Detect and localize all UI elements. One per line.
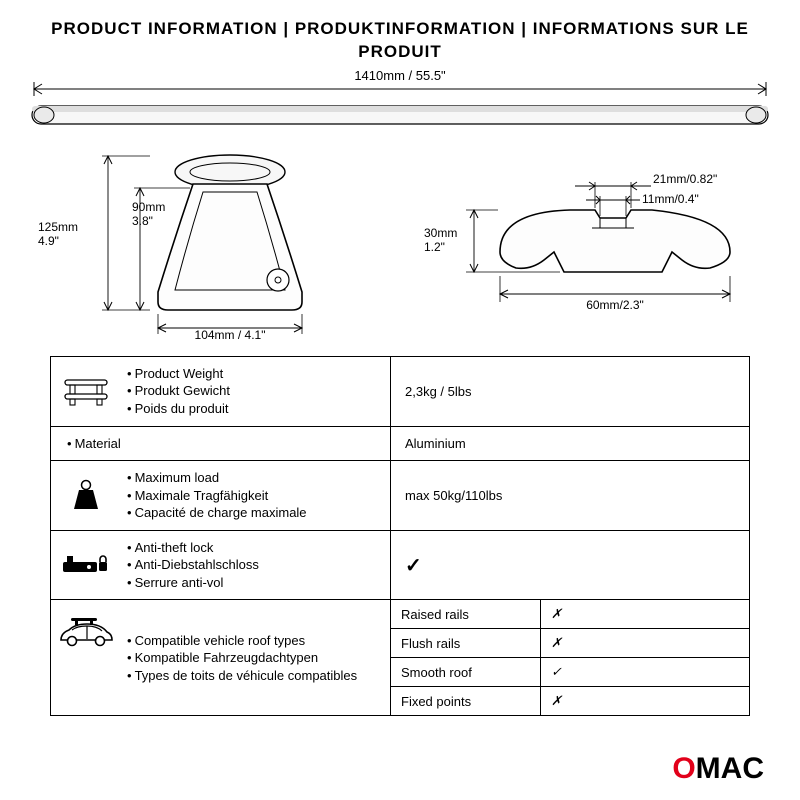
row-compat: Compatible vehicle roof types Kompatible…	[51, 599, 749, 715]
foot-diagram: 125mm 4.9" 90mm 3.8" 104mm / 4.1"	[30, 142, 400, 342]
compat-key: Flush rails	[391, 629, 541, 657]
row-load: Maximum load Maximale Tragfähigkeit Capa…	[51, 460, 749, 530]
load-value: max 50kg/110lbs	[391, 461, 749, 530]
profile-height-label: 30mm 1.2"	[424, 226, 457, 255]
compat-key: Raised rails	[391, 600, 541, 628]
compat-label-de: Kompatible Fahrzeugdachtypen	[127, 649, 384, 667]
brand-logo: OMAC	[672, 752, 764, 786]
crossbar-side-view	[30, 100, 770, 130]
material-label: Material	[67, 435, 384, 453]
compat-row: Smooth roof ✓	[391, 657, 749, 686]
compat-key: Smooth roof	[391, 658, 541, 686]
compat-row: Raised rails ✗	[391, 600, 749, 628]
material-value: Aluminium	[391, 427, 749, 461]
lock-label-en: Anti-theft lock	[127, 539, 384, 557]
profile-slot-label: 11mm/0.4"	[642, 192, 699, 206]
compat-row: Flush rails ✗	[391, 628, 749, 657]
compat-val: ✗	[541, 687, 749, 715]
dimension-arrow-icon	[30, 82, 770, 96]
bars-icon	[51, 357, 121, 426]
profile-top-label: 21mm/0.82"	[653, 172, 717, 186]
weight-label-en: Product Weight	[127, 365, 384, 383]
row-lock: Anti-theft lock Anti-Diebstahlschloss Se…	[51, 530, 749, 600]
load-label-fr: Capacité de charge maximale	[127, 504, 384, 522]
load-label-en: Maximum load	[127, 469, 384, 487]
weight-value: 2,3kg / 5lbs	[391, 357, 749, 426]
foot-height-inner-label: 90mm 3.8"	[132, 200, 165, 229]
compat-val: ✗	[541, 600, 749, 628]
weight-label-fr: Poids du produit	[127, 400, 384, 418]
car-icon	[51, 600, 121, 715]
lock-label-de: Anti-Diebstahlschloss	[127, 556, 384, 574]
compat-label-fr: Types de toits de véhicule compatibles	[127, 667, 384, 685]
compat-key: Fixed points	[391, 687, 541, 715]
compat-row: Fixed points ✗	[391, 686, 749, 715]
row-weight: Product Weight Produkt Gewicht Poids du …	[51, 357, 749, 426]
profile-diagram: 21mm/0.82" 11mm/0.4" 30mm 1.2" 60mm/2.3"	[400, 142, 770, 342]
compat-label-en: Compatible vehicle roof types	[127, 632, 384, 650]
overall-length-label: 1410mm / 55.5"	[30, 68, 770, 83]
lock-label-fr: Serrure anti-vol	[127, 574, 384, 592]
foot-width-label: 104mm / 4.1"	[158, 328, 302, 342]
lock-icon	[51, 531, 121, 600]
compat-subtable: Raised rails ✗ Flush rails ✗ Smooth roof…	[391, 600, 749, 715]
weight-icon	[51, 461, 121, 530]
page-title: PRODUCT INFORMATION | PRODUKTINFORMATION…	[0, 0, 800, 64]
foot-height-outer-label: 125mm 4.9"	[38, 220, 78, 249]
profile-width-label: 60mm/2.3"	[500, 298, 730, 312]
overall-length-dimension: 1410mm / 55.5"	[30, 70, 770, 96]
load-label-de: Maximale Tragfähigkeit	[127, 487, 384, 505]
row-material: Material Aluminium	[51, 426, 749, 461]
weight-label-de: Produkt Gewicht	[127, 382, 384, 400]
lock-value: ✓	[405, 553, 422, 578]
compat-val: ✗	[541, 629, 749, 657]
spec-table: Product Weight Produkt Gewicht Poids du …	[50, 356, 750, 716]
compat-val: ✓	[541, 658, 749, 686]
